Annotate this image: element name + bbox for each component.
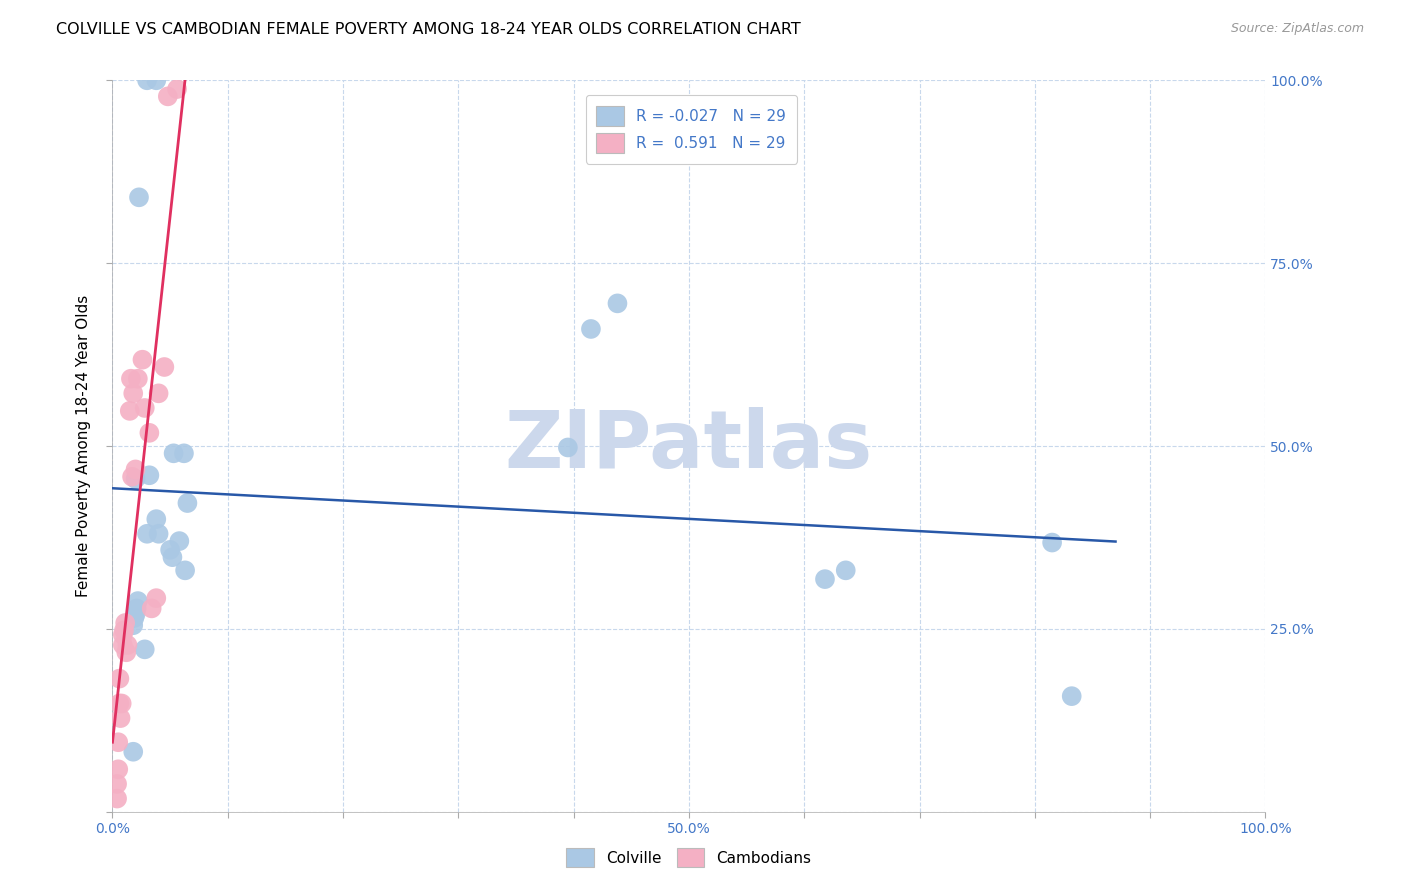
- Text: Source: ZipAtlas.com: Source: ZipAtlas.com: [1230, 22, 1364, 36]
- Point: [138, 468, 160, 483]
- Point: [134, 401, 156, 415]
- Point: [166, 82, 188, 96]
- Point: [1060, 689, 1083, 703]
- Point: [606, 296, 628, 310]
- Point: [148, 386, 170, 401]
- Point: [117, 638, 139, 652]
- Point: [124, 472, 146, 486]
- Y-axis label: Female Poverty Among 18-24 Year Olds: Female Poverty Among 18-24 Year Olds: [76, 295, 91, 597]
- Point: [162, 446, 184, 460]
- Point: [111, 628, 134, 642]
- Point: [111, 638, 134, 652]
- Point: [173, 446, 195, 460]
- Point: [114, 615, 136, 630]
- Point: [145, 591, 167, 606]
- Point: [105, 791, 128, 805]
- Point: [122, 386, 145, 401]
- Point: [136, 526, 159, 541]
- Point: [120, 372, 142, 386]
- Point: [107, 762, 129, 776]
- Point: [115, 645, 138, 659]
- Point: [121, 469, 143, 483]
- Point: [118, 404, 141, 418]
- Point: [176, 496, 198, 510]
- Point: [108, 697, 131, 711]
- Point: [136, 73, 159, 87]
- Point: [141, 601, 163, 615]
- Legend: Colville, Cambodians: Colville, Cambodians: [560, 842, 818, 873]
- Point: [112, 624, 135, 638]
- Point: [124, 462, 146, 476]
- Point: [134, 642, 156, 657]
- Point: [174, 563, 197, 577]
- Point: [108, 672, 131, 686]
- Point: [124, 611, 146, 625]
- Point: [579, 322, 602, 336]
- Point: [124, 607, 146, 622]
- Point: [105, 777, 128, 791]
- Point: [814, 572, 837, 586]
- Point: [1040, 535, 1063, 549]
- Point: [127, 372, 149, 386]
- Point: [122, 618, 145, 632]
- Point: [131, 352, 153, 367]
- Point: [153, 359, 176, 374]
- Point: [107, 735, 129, 749]
- Point: [145, 512, 167, 526]
- Point: [128, 190, 150, 204]
- Point: [110, 711, 132, 725]
- Point: [162, 550, 184, 565]
- Point: [145, 73, 167, 87]
- Point: [835, 563, 858, 577]
- Point: [122, 745, 145, 759]
- Point: [156, 89, 179, 103]
- Point: [148, 526, 170, 541]
- Point: [557, 441, 579, 455]
- Text: ZIPatlas: ZIPatlas: [505, 407, 873, 485]
- Point: [169, 534, 191, 549]
- Text: COLVILLE VS CAMBODIAN FEMALE POVERTY AMONG 18-24 YEAR OLDS CORRELATION CHART: COLVILLE VS CAMBODIAN FEMALE POVERTY AMO…: [56, 22, 801, 37]
- Point: [138, 425, 160, 440]
- Point: [111, 697, 134, 711]
- Point: [159, 542, 181, 557]
- Point: [125, 601, 148, 615]
- Point: [127, 594, 149, 608]
